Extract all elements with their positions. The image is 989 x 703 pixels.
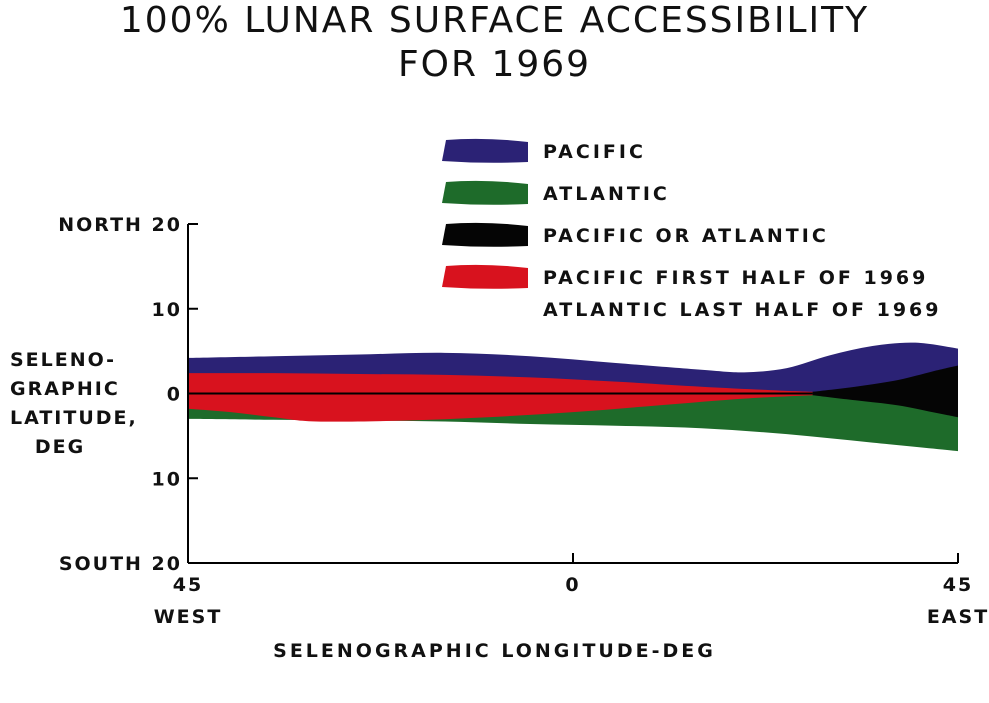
chart-title-line1: 100% LUNAR SURFACE ACCESSIBILITY [119,0,870,41]
x-tick-label-direction: WEST [154,606,223,628]
y-axis-label-line: GRAPHIC [10,378,120,400]
x-tick-label: 45 [943,574,973,596]
legend-label-atlantic: ATLANTIC [543,183,670,205]
legend-label-pacific: PACIFIC [543,141,646,163]
y-tick-label: SOUTH 20 [59,553,182,575]
y-axis-label-line: DEG [34,436,86,458]
x-tick-label: 0 [565,574,580,596]
x-axis-label: SELENOGRAPHIC LONGITUDE-DEG [273,640,716,662]
legend-label-either: PACIFIC OR ATLANTIC [543,225,829,247]
legend-swatch-atlantic [442,180,528,205]
region-either [812,365,958,418]
y-axis-label-line: SELENO- [10,349,117,371]
region-split [188,373,813,422]
legend-swatch-pacific [442,138,528,163]
legend-swatch-either [442,222,528,247]
y-tick-label: 10 [152,299,182,321]
y-axis-label: SELENO- GRAPHIC LATITUDE, DEG [10,346,138,462]
y-tick-label: NORTH 20 [58,214,182,236]
x-tick-label: 45 [173,574,203,596]
y-tick-label: 0 [167,384,182,406]
y-tick-label: 10 [152,468,182,490]
legend-label-split: ATLANTIC LAST HALF OF 1969 [543,299,942,321]
x-tick-label-direction: EAST [927,606,989,628]
y-axis-label-line: LATITUDE, [10,407,138,429]
legend-swatch-split [442,264,528,289]
legend-label-split: PACIFIC FIRST HALF OF 1969 [543,267,928,289]
chart-title-line2: FOR 1969 [397,44,592,85]
